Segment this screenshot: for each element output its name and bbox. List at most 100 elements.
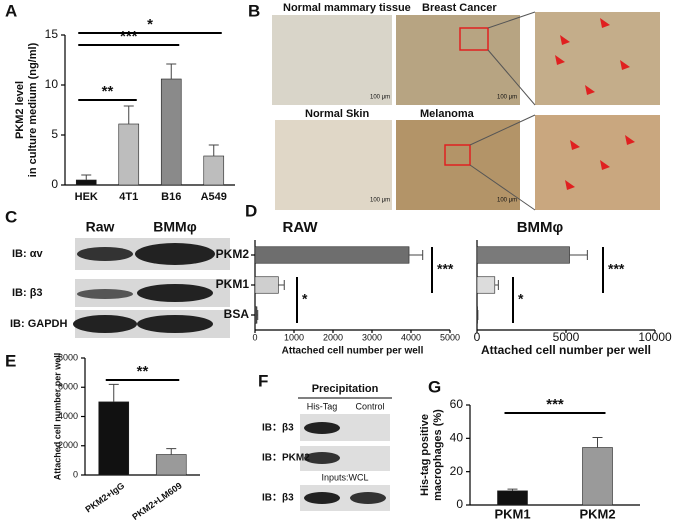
x-tick-label: 5000: [440, 332, 460, 342]
image-label: Breast Cancer: [422, 2, 497, 14]
zoom-line: [469, 164, 536, 211]
band: [135, 243, 215, 265]
panel-letter: B: [248, 1, 260, 20]
x-tick-label: 4000: [401, 332, 421, 342]
histology-image: [275, 120, 392, 210]
error-bar: [166, 448, 177, 455]
significance-label: *: [518, 291, 524, 307]
band: [137, 315, 213, 333]
significance-label: **: [102, 83, 114, 100]
column-label: His-Tag: [307, 401, 338, 411]
y-axis-label: in culture medium (ng/ml): [27, 42, 39, 177]
y-tick-label: PKM2: [216, 247, 250, 261]
histology-image: [396, 15, 520, 105]
x-tick-label: PKM2+IgG: [83, 480, 126, 514]
bar: [476, 276, 496, 294]
x-tick-label: 2000: [323, 332, 343, 342]
blot-title: Precipitation: [312, 383, 379, 395]
y-tick-label: 15: [45, 27, 59, 41]
error-bar: [507, 488, 518, 491]
zoom-image: [535, 12, 660, 105]
bar: [160, 78, 182, 186]
image-label: Normal mammary tissue: [283, 2, 411, 14]
x-tick-label: PKM2+LM609: [130, 480, 183, 522]
band: [77, 247, 133, 261]
panel-letter: F: [258, 371, 268, 390]
x-tick-label: HEK: [75, 191, 98, 203]
y-axis-label: His-tag positive: [419, 414, 431, 496]
row-label: IB：PKM2: [262, 453, 310, 464]
y-tick-label: 0: [73, 469, 78, 479]
y-tick-label: 6000: [58, 382, 78, 392]
y-tick-label: 5: [51, 127, 58, 141]
significance-label: *: [302, 291, 308, 307]
panel-letter: C: [5, 207, 17, 226]
histology-image: [272, 15, 392, 105]
x-axis-label: Attached cell number per well: [282, 346, 424, 357]
row-label: IB：β3: [262, 423, 294, 434]
x-tick-label: B16: [161, 191, 181, 203]
bar: [155, 454, 187, 476]
bar: [582, 447, 613, 506]
x-axis-label: Attached cell number per well: [481, 343, 651, 357]
x-tick-label: 3000: [362, 332, 382, 342]
error-bar: [494, 280, 499, 290]
error-bar: [409, 250, 424, 260]
arrows: [555, 18, 635, 190]
error-bar: [256, 310, 259, 320]
error-bar: [569, 250, 588, 260]
y-tick-label: 40: [450, 431, 464, 445]
y-tick-label: 60: [450, 397, 464, 411]
bar: [118, 123, 140, 186]
error-bar: [123, 105, 134, 124]
row-label: IB: β3: [12, 287, 43, 299]
bar: [254, 276, 279, 294]
bar: [254, 246, 410, 264]
x-tick-label: 0: [252, 332, 257, 342]
y-axis-label: macrophages (%): [432, 409, 444, 501]
x-tick-label: PKM2: [579, 506, 615, 521]
bar: [203, 155, 225, 186]
band: [350, 492, 386, 504]
error-bar: [592, 437, 603, 448]
y-axis-label: PKM2 level: [14, 81, 26, 139]
column-label: BMMφ: [153, 219, 196, 235]
panel-letter: E: [5, 351, 16, 370]
scale-bar: 100 μm: [497, 198, 517, 204]
image-label: Melanoma: [420, 108, 475, 120]
panel-c-blots: [73, 238, 230, 338]
x-tick-label: 1000: [284, 332, 304, 342]
panel-f-blots: [298, 397, 392, 511]
roi-box: [459, 27, 489, 51]
significance-label: ***: [546, 396, 564, 413]
y-tick-label: 20: [450, 464, 464, 478]
zoom-line: [469, 114, 536, 146]
column-label: Raw: [86, 219, 115, 235]
chart-title: RAW: [283, 219, 319, 236]
significance-label: *: [147, 16, 153, 33]
zoom-line: [487, 11, 536, 29]
x-tick-label: 5000: [553, 330, 580, 344]
error-bar: [278, 280, 285, 290]
bar: [476, 246, 570, 264]
panel-letter: A: [5, 1, 17, 20]
y-tick-label: PKM1: [216, 277, 250, 291]
bar: [75, 179, 97, 186]
scale-bar: 100 μm: [370, 95, 390, 101]
y-tick-label: 2000: [58, 440, 78, 450]
zoom-line: [487, 49, 536, 106]
band: [304, 452, 340, 464]
panel-letter: D: [245, 201, 257, 220]
error-bar: [81, 174, 92, 180]
roi-box: [444, 144, 471, 166]
x-tick-label: 4T1: [119, 191, 138, 203]
y-tick-label: 0: [456, 497, 463, 511]
zoom-image: [535, 115, 660, 210]
row-label: IB: αv: [12, 248, 43, 260]
error-bar: [166, 63, 177, 79]
row-label: IB：β3: [262, 493, 294, 504]
bar: [497, 490, 528, 506]
significance-label: ***: [608, 261, 625, 277]
y-tick-label: BSA: [224, 307, 250, 321]
